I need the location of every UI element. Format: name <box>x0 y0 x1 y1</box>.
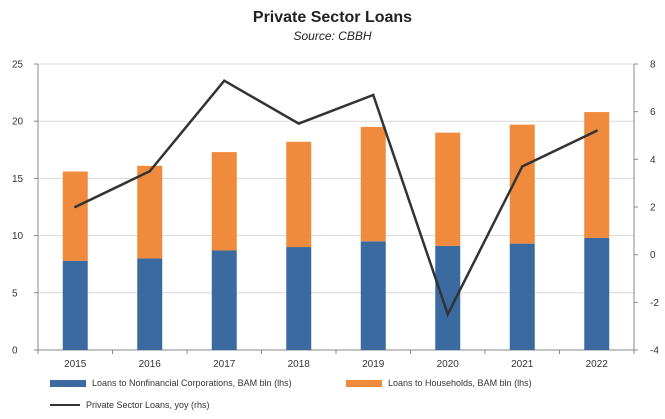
legend-swatch-corporations <box>50 379 86 387</box>
bar-households <box>360 126 386 242</box>
x-tick-label: 2019 <box>362 359 385 370</box>
x-tick-label: 2017 <box>213 359 236 370</box>
right-tick-label: -2 <box>650 298 659 309</box>
point-yoy <box>521 165 524 168</box>
right-tick-label: 2 <box>650 203 656 214</box>
right-tick-label: 6 <box>650 107 656 118</box>
bar-corporations <box>360 241 386 350</box>
legend-label-yoy: Private Sector Loans, yoy (rhs) <box>86 400 210 410</box>
x-tick-label: 2018 <box>288 359 311 370</box>
bar-households <box>584 112 610 238</box>
chart-subtitle: Source: CBBH <box>293 29 372 43</box>
right-tick-label: -4 <box>650 346 659 357</box>
bar-corporations <box>509 243 535 350</box>
bar-corporations <box>137 258 163 350</box>
x-tick-label: 2015 <box>64 359 87 370</box>
bar-corporations <box>62 260 88 350</box>
line-yoy <box>74 79 598 318</box>
bar-households <box>286 141 312 248</box>
left-tick-label: 0 <box>12 346 18 357</box>
bar-households <box>435 132 461 246</box>
left-tick-label: 5 <box>12 288 18 299</box>
legend-item-households: Loans to Households, BAM bln (lhs) <box>346 378 532 388</box>
left-tick-label: 10 <box>12 231 24 242</box>
left-tick-label: 25 <box>12 60 24 71</box>
legend-swatch-yoy <box>50 404 80 406</box>
bar-households <box>137 165 163 259</box>
chart-title: Private Sector Loans <box>252 9 413 26</box>
bar-households <box>62 171 88 261</box>
legend-label-corporations: Loans to Nonfinancial Corporations, BAM … <box>92 378 292 388</box>
x-tick-label: 2021 <box>511 359 534 370</box>
point-yoy <box>148 170 151 173</box>
right-tick-label: 0 <box>650 250 656 261</box>
legend-item-yoy: Private Sector Loans, yoy (rhs) <box>50 400 210 410</box>
x-tick-label: 2016 <box>139 359 162 370</box>
bar-corporations <box>211 250 237 350</box>
point-yoy <box>74 205 77 209</box>
bar-households <box>211 152 237 251</box>
point-yoy <box>223 79 226 82</box>
bar-corporations <box>286 247 312 350</box>
x-tick-label: 2022 <box>586 359 609 370</box>
x-tick-label: 2020 <box>437 359 460 370</box>
legend-label-households: Loans to Households, BAM bln (lhs) <box>388 378 532 388</box>
right-tick-label: 4 <box>650 155 656 166</box>
left-tick-label: 20 <box>12 117 24 128</box>
right-tick-label: 8 <box>650 60 656 71</box>
legend-item-corporations: Loans to Nonfinancial Corporations, BAM … <box>50 378 292 388</box>
legend-swatch-households <box>346 379 382 387</box>
point-yoy <box>446 313 449 316</box>
point-yoy <box>297 122 300 125</box>
point-yoy <box>595 129 598 132</box>
point-yoy <box>372 93 375 97</box>
bar-corporations <box>584 237 610 350</box>
left-tick-label: 15 <box>12 174 24 185</box>
